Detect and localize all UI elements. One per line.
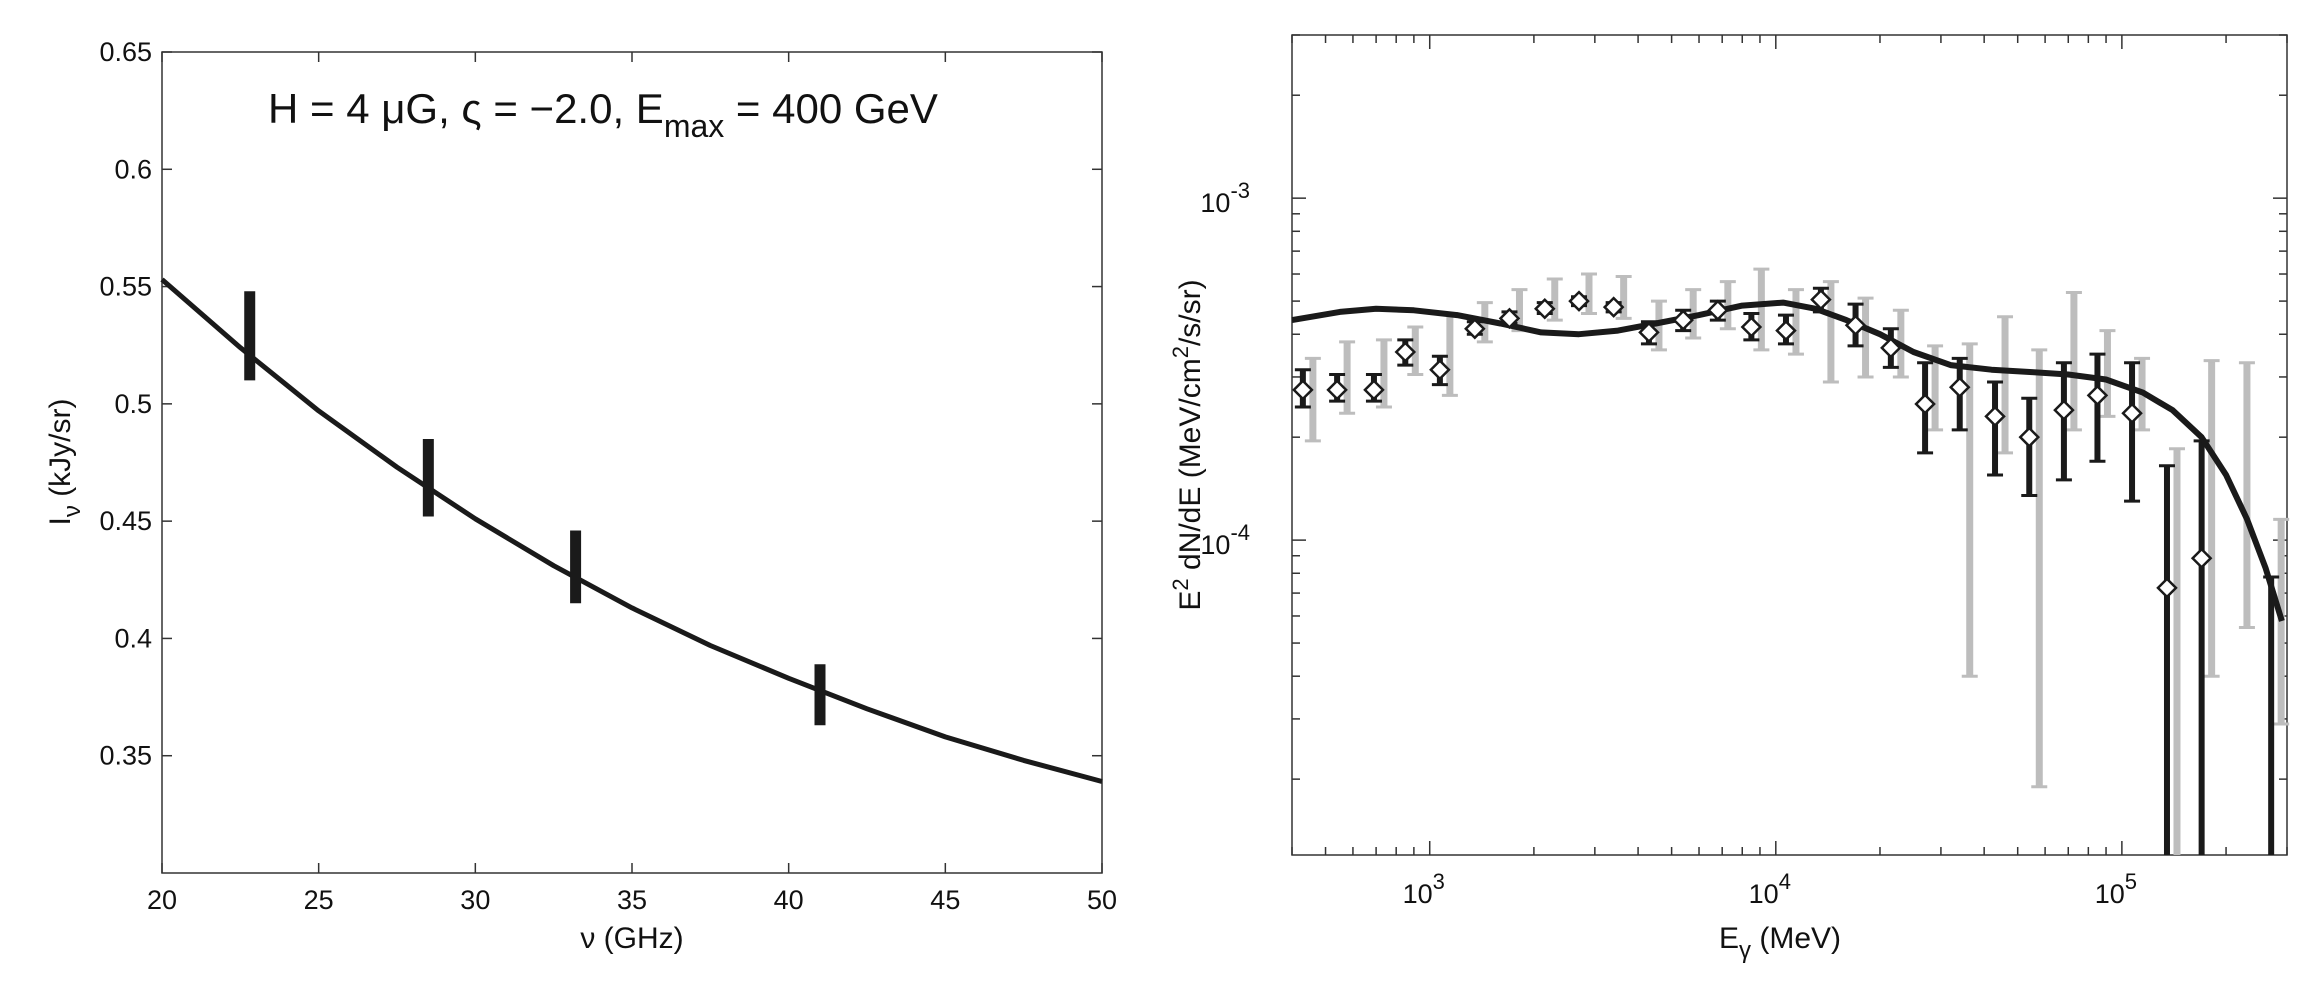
gamma-data-point xyxy=(1948,376,1971,398)
gamma-data-point xyxy=(1707,299,1729,322)
synchrotron-y-tick-label: 0.4 xyxy=(114,623,152,653)
synchrotron-y-tick-label: 0.6 xyxy=(114,154,152,184)
synchrotron-y-axis-label: Iν (kJy/sr) xyxy=(44,399,86,526)
gamma-data-point xyxy=(2018,426,2041,448)
gamma-ray-chart: 103 104 105 10-4 10-3 Eγ (MeV) E2 dN/dE (MeV… xyxy=(1168,34,2290,964)
synchrotron-plot-frame xyxy=(161,51,1103,874)
gamma-data-point xyxy=(1672,309,1694,331)
gamma-data-point xyxy=(1638,321,1660,344)
gamma-data-point xyxy=(1984,405,2006,428)
synchrotron-model-curve xyxy=(160,277,1103,784)
gamma-data-point xyxy=(2190,547,2213,570)
gamma-y-axis-label: E2 dN/dE (MeV/cm2/s/sr) xyxy=(1168,279,1207,610)
synchrotron-annotation: H = 4 μG, ς = −2.0, Emax = 400 GeV xyxy=(268,85,938,144)
gamma-data-point xyxy=(1602,296,1625,318)
synchrotron-x-tick-label: 30 xyxy=(460,885,490,915)
gamma-data-point xyxy=(1292,379,1314,401)
gamma-model-curve xyxy=(1291,299,2285,622)
gamma-x-tick-label: 103 xyxy=(1403,869,1445,909)
synchrotron-chart: 20 25 30 35 40 45 500.350.40.450.50.550.60.65 … xyxy=(44,37,1117,955)
gamma-data-point xyxy=(1844,314,1867,337)
gamma-plot-frame xyxy=(1291,34,2288,856)
synchrotron-y-tick-label: 0.65 xyxy=(99,37,152,67)
synchrotron-y-tick-label: 0.5 xyxy=(114,389,152,419)
gamma-data-point xyxy=(1775,319,1797,342)
gamma-x-axis-label: Eγ (MeV) xyxy=(1719,922,1841,964)
gamma-data-point xyxy=(1880,337,1902,359)
synchrotron-x-tick-label: 20 xyxy=(147,885,177,915)
gamma-data-point xyxy=(2053,399,2075,421)
gamma-data-point xyxy=(1810,288,1832,311)
synchrotron-x-tick-label: 50 xyxy=(1087,885,1117,915)
gamma-data-point xyxy=(1568,290,1590,312)
synchrotron-x-tick-label: 45 xyxy=(930,885,960,915)
synchrotron-x-tick-label: 25 xyxy=(304,885,334,915)
gamma-data-point xyxy=(1326,379,1348,401)
synchrotron-x-tick-label: 35 xyxy=(617,885,647,915)
synchrotron-y-tick-label: 0.55 xyxy=(99,272,152,302)
gamma-data-point xyxy=(2086,384,2109,407)
gamma-data-point xyxy=(1914,393,1936,415)
gamma-data-point xyxy=(1394,341,1417,363)
gamma-data-point xyxy=(1740,316,1763,338)
synchrotron-y-tick-label: 0.45 xyxy=(99,506,152,536)
gamma-y-tick-label: 10-3 xyxy=(1200,178,1250,218)
gamma-data-point xyxy=(2121,402,2143,424)
synchrotron-x-tick-label: 40 xyxy=(774,885,804,915)
gamma-x-tick-label: 105 xyxy=(2095,869,2137,909)
gamma-y-tick-label: 10-4 xyxy=(1200,520,1250,560)
synchrotron-y-tick-label: 0.35 xyxy=(99,741,152,771)
gamma-data-point xyxy=(2156,577,2178,599)
gamma-data-point xyxy=(1429,358,1451,381)
gamma-data-point xyxy=(1534,297,1556,320)
synchrotron-x-axis-label: ν (GHz) xyxy=(580,922,683,955)
gamma-x-tick-label: 104 xyxy=(1749,869,1791,909)
gamma-data-point xyxy=(1363,379,1385,401)
gamma-data-point xyxy=(1498,307,1521,330)
gamma-data-point xyxy=(1464,318,1486,340)
